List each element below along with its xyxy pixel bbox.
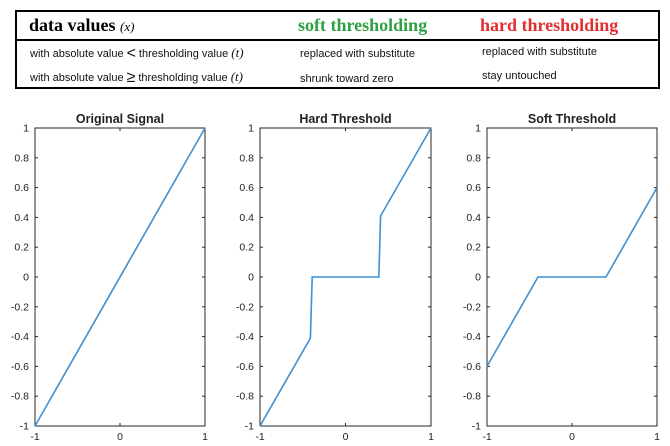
- chart-title: Hard Threshold: [299, 112, 391, 126]
- x-tick-label: -1: [482, 431, 491, 443]
- x-tick-label: 1: [654, 431, 660, 443]
- y-tick-label: -0.6: [11, 361, 29, 373]
- y-tick-label: -0.4: [463, 331, 481, 343]
- row-2-condition: with absolute value ≥ thresholding value (…: [30, 69, 243, 87]
- header-divider: [17, 39, 658, 41]
- series-line: [259, 127, 432, 427]
- x-tick-label: 0: [343, 431, 349, 443]
- y-tick-label: 0.6: [14, 182, 29, 194]
- y-tick-label: -0.2: [463, 301, 481, 313]
- chart-panel-3: 1 0.8 0.6 0.4 0.2 0 -0.2 -0.4 -0.6 -0.8 -1-1 0 1 Soft…: [463, 112, 660, 443]
- row-1-operator: <: [126, 45, 136, 62]
- y-tick-label: -0.6: [236, 361, 254, 373]
- y-tick-label: 1: [475, 123, 481, 135]
- header-data-values-label: data values: [29, 15, 116, 35]
- y-tick-label: -1: [20, 421, 29, 433]
- y-tick-label: 0: [248, 272, 254, 284]
- y-tick-label: 0.8: [14, 152, 29, 164]
- row-1-condition: with absolute value < thresholding value (…: [30, 45, 244, 63]
- header-data-values-var: (x): [120, 19, 135, 34]
- x-tick-label: 1: [428, 431, 434, 443]
- row-2-var: (t): [230, 69, 243, 84]
- row-2-suffix: thresholding value: [138, 72, 228, 84]
- x-tick-label: 0: [569, 431, 575, 443]
- row-2-prefix: with absolute value: [30, 72, 124, 84]
- y-tick-label: -0.8: [236, 391, 254, 403]
- chart-panel-2: 1 0.8 0.6 0.4 0.2 0 -0.2 -0.4 -0.6 -0.8 -1-1 0 1 Hard…: [236, 112, 434, 443]
- header-soft-thresholding: soft thresholding: [298, 15, 428, 35]
- y-tick-label: -0.8: [11, 391, 29, 403]
- row-1-suffix: thresholding value: [138, 48, 229, 60]
- y-tick-label: 1: [248, 123, 254, 135]
- row-1-soft: replaced with substitute: [300, 48, 415, 60]
- y-tick-label: -0.2: [11, 301, 29, 313]
- x-tick-label: 0: [117, 431, 123, 443]
- row-2-soft: shrunk toward zero: [300, 73, 394, 85]
- header-data-values: data values (x): [29, 15, 134, 36]
- row-1-prefix: with absolute value: [30, 48, 124, 60]
- y-tick-label: 0.2: [466, 242, 481, 254]
- chart-title: Soft Threshold: [528, 112, 616, 126]
- x-tick-label: -1: [30, 431, 39, 443]
- y-tick-label: -0.8: [463, 391, 481, 403]
- y-tick-label: 0.4: [239, 212, 254, 224]
- y-tick-label: 0.6: [466, 182, 481, 194]
- y-tick-label: 0: [23, 272, 29, 284]
- y-tick-label: -0.2: [236, 301, 254, 313]
- y-tick-label: -0.4: [11, 331, 29, 343]
- y-tick-label: 0.2: [14, 242, 29, 254]
- series-line: [34, 127, 206, 427]
- chart-panel-1: 1 0.8 0.6 0.4 0.2 0 -0.2 -0.4 -0.6 -0.8 -1-1 0 1 Orig…: [11, 112, 208, 443]
- y-tick-label: 0.8: [466, 152, 481, 164]
- row-1-var: (t): [231, 45, 244, 60]
- y-tick-label: 1: [23, 123, 29, 135]
- series-line: [486, 187, 658, 367]
- y-tick-label: 0.4: [14, 212, 29, 224]
- row-2-hard: stay untouched: [482, 70, 557, 82]
- y-tick-label: -0.4: [236, 331, 254, 343]
- y-tick-label: 0: [475, 272, 481, 284]
- chart-title: Original Signal: [76, 112, 164, 126]
- row-1-hard: replaced with substitute: [482, 46, 597, 58]
- row-2-operator: ≥: [126, 69, 136, 86]
- threshold-comparison-table: data values (x) soft thresholding hard t…: [15, 10, 660, 89]
- header-hard-thresholding: hard thresholding: [480, 15, 619, 35]
- x-tick-label: 1: [202, 431, 208, 443]
- y-tick-label: 0.6: [239, 182, 254, 194]
- y-tick-label: -1: [472, 421, 481, 433]
- x-tick-label: -1: [255, 431, 264, 443]
- y-tick-label: 0.2: [239, 242, 254, 254]
- y-tick-label: 0.4: [466, 212, 481, 224]
- y-tick-label: 0.8: [239, 152, 254, 164]
- y-tick-label: -0.6: [463, 361, 481, 373]
- y-tick-label: -1: [245, 421, 254, 433]
